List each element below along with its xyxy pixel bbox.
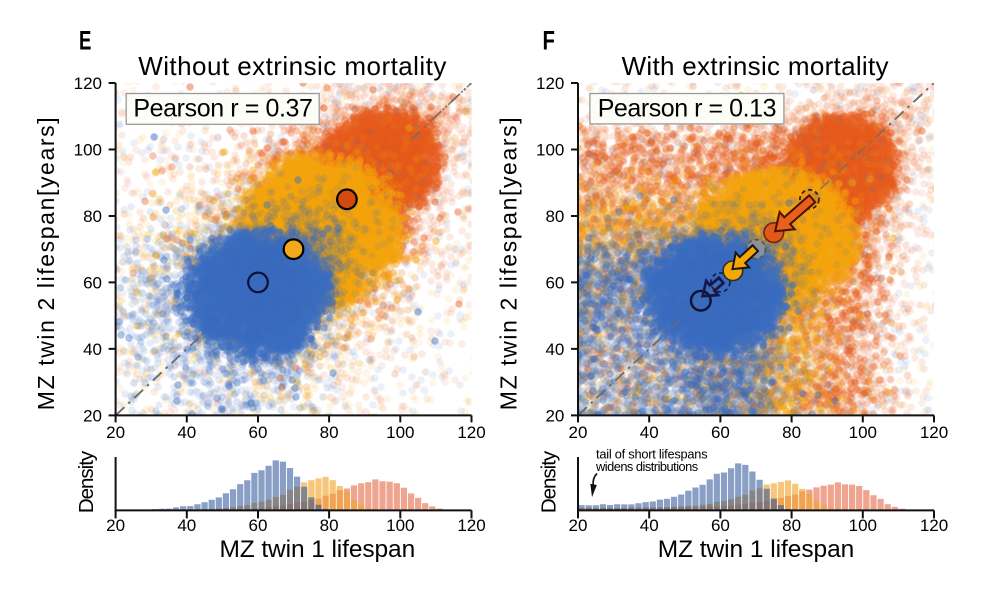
svg-text:widens distributions: widens distributions <box>595 459 698 474</box>
svg-text:80: 80 <box>320 516 339 535</box>
svg-text:60: 60 <box>83 273 102 292</box>
svg-text:20: 20 <box>106 423 125 442</box>
svg-text:100: 100 <box>536 141 564 160</box>
svg-text:60: 60 <box>711 423 730 442</box>
svg-text:40: 40 <box>177 423 196 442</box>
svg-text:20: 20 <box>569 423 588 442</box>
svg-text:80: 80 <box>83 207 102 226</box>
svg-text:100: 100 <box>74 141 102 160</box>
svg-text:100: 100 <box>386 423 414 442</box>
svg-text:40: 40 <box>640 423 659 442</box>
svg-text:tail of short lifespans: tail of short lifespans <box>596 447 707 462</box>
svg-text:40: 40 <box>640 516 659 535</box>
svg-text:20: 20 <box>83 406 102 425</box>
svg-text:Density: Density <box>537 450 560 513</box>
svg-text:20: 20 <box>106 516 125 535</box>
svg-text:60: 60 <box>249 516 268 535</box>
svg-text:60: 60 <box>249 423 268 442</box>
svg-text:40: 40 <box>545 340 564 359</box>
svg-text:40: 40 <box>177 516 196 535</box>
svg-text:F: F <box>543 26 555 56</box>
svg-text:20: 20 <box>569 516 588 535</box>
svg-text:80: 80 <box>782 516 801 535</box>
svg-text:120: 120 <box>920 516 948 535</box>
svg-text:60: 60 <box>545 273 564 292</box>
svg-text:Without extrinsic mortality: Without extrinsic mortality <box>138 51 447 81</box>
svg-text:20: 20 <box>545 406 564 425</box>
svg-text:80: 80 <box>320 423 339 442</box>
svg-text:Density: Density <box>75 450 98 513</box>
svg-text:Pearson r = 0.13: Pearson r = 0.13 <box>598 94 776 122</box>
svg-text:100: 100 <box>849 516 877 535</box>
svg-text:40: 40 <box>83 340 102 359</box>
svg-text:MZ twin 1 lifespan: MZ twin 1 lifespan <box>219 536 415 563</box>
svg-text:120: 120 <box>457 423 485 442</box>
svg-text:With extrinsic mortality: With extrinsic mortality <box>622 51 889 81</box>
svg-text:100: 100 <box>849 423 877 442</box>
svg-text:80: 80 <box>782 423 801 442</box>
svg-text:120: 120 <box>457 516 485 535</box>
svg-text:MZ twin 2 lifespan[years]: MZ twin 2 lifespan[years] <box>495 116 521 410</box>
svg-text:60: 60 <box>711 516 730 535</box>
svg-text:80: 80 <box>545 207 564 226</box>
svg-text:MZ twin 2 lifespan[years]: MZ twin 2 lifespan[years] <box>33 116 59 410</box>
svg-text:100: 100 <box>386 516 414 535</box>
svg-text:Pearson r = 0.37: Pearson r = 0.37 <box>133 94 312 122</box>
svg-text:E: E <box>79 26 91 56</box>
svg-text:120: 120 <box>920 423 948 442</box>
svg-text:120: 120 <box>74 74 102 93</box>
svg-text:MZ twin 1 lifespan: MZ twin 1 lifespan <box>658 536 855 563</box>
svg-text:120: 120 <box>536 74 564 93</box>
